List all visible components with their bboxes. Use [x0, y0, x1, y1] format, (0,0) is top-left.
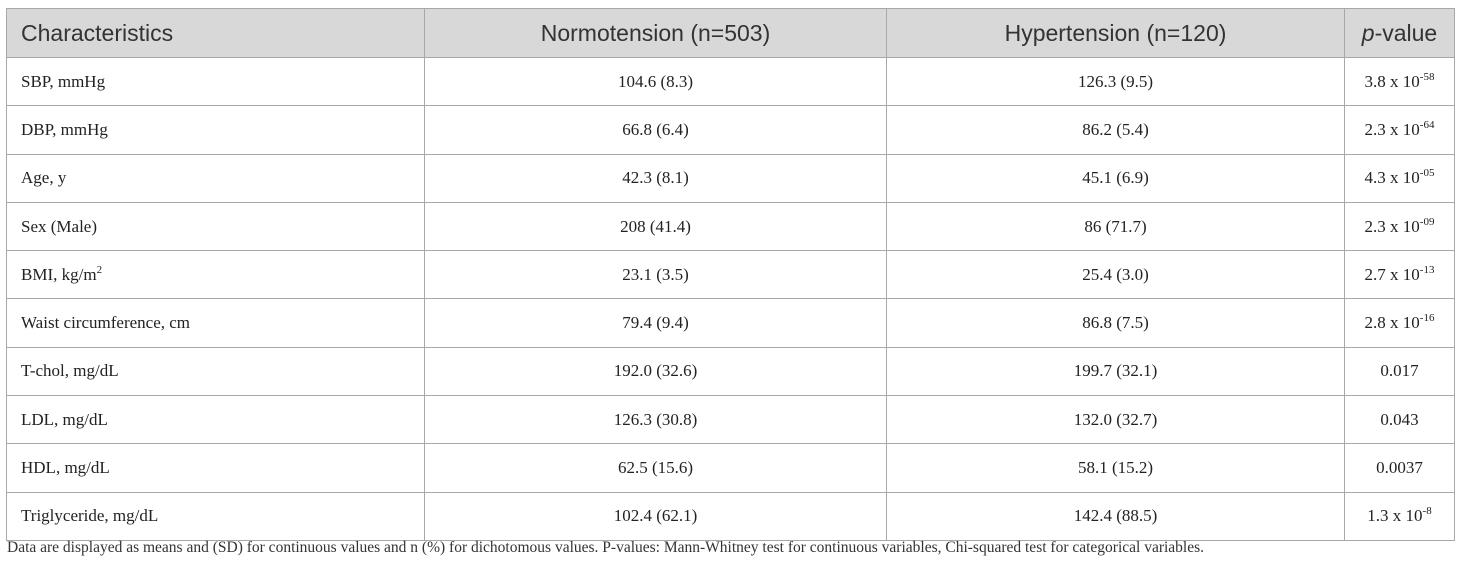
- p-value: 4.3 x 10-05: [1344, 153, 1455, 203]
- table-row: Triglyceride, mg/dL 102.4 (62.1) 142.4 (…: [6, 491, 1455, 541]
- normotension-value: 66.8 (6.4): [424, 105, 887, 155]
- p-value-base: 3.8 x 10: [1364, 71, 1420, 91]
- p-value: 0.043: [1344, 395, 1455, 445]
- table-row: HDL, mg/dL 62.5 (15.6) 58.1 (15.2) 0.003…: [6, 443, 1455, 493]
- table-row: Waist circumference, cm 79.4 (9.4) 86.8 …: [6, 298, 1455, 348]
- row-label-text: LDL, mg/dL: [21, 409, 108, 429]
- p-value: 1.3 x 10-8: [1344, 491, 1455, 541]
- characteristics-table: Characteristics Normotension (n=503) Hyp…: [6, 8, 1455, 541]
- p-value-base: 2.3 x 10: [1364, 216, 1420, 236]
- row-label: HDL, mg/dL: [6, 443, 425, 493]
- hypertension-value: 45.1 (6.9): [886, 153, 1345, 203]
- hypertension-value: 199.7 (32.1): [886, 346, 1345, 397]
- p-value-base: 4.3 x 10: [1364, 168, 1420, 188]
- row-label-text: DBP, mmHg: [21, 119, 108, 139]
- p-value-base: 2.8 x 10: [1364, 313, 1420, 333]
- row-label-text: T-chol, mg/dL: [21, 361, 119, 381]
- hypertension-value: 25.4 (3.0): [886, 250, 1345, 300]
- normotension-value: 42.3 (8.1): [424, 153, 887, 203]
- normotension-value: 208 (41.4): [424, 201, 887, 252]
- row-label-text: Sex (Male): [21, 216, 98, 236]
- row-label-text: Age, y: [21, 168, 67, 188]
- row-label-text: Triglyceride, mg/dL: [21, 506, 159, 526]
- p-value-exponent: -8: [1422, 505, 1432, 518]
- hypertension-value: 86.2 (5.4): [886, 105, 1345, 155]
- normotension-value: 79.4 (9.4): [424, 298, 887, 348]
- p-value: 3.8 x 10-58: [1344, 56, 1455, 107]
- header-normotension: Normotension (n=503): [424, 8, 887, 58]
- p-value-exponent: -16: [1419, 312, 1435, 325]
- normotension-value: 126.3 (30.8): [424, 395, 887, 445]
- p-value-exponent: -05: [1419, 167, 1435, 180]
- normotension-value: 23.1 (3.5): [424, 250, 887, 300]
- table-footnote: Data are displayed as means and (SD) for…: [7, 539, 1205, 556]
- p-value-base: 2.3 x 10: [1364, 119, 1420, 139]
- hypertension-value: 86 (71.7): [886, 201, 1345, 252]
- normotension-value: 104.6 (8.3): [424, 56, 887, 107]
- p-value: 0.017: [1344, 346, 1455, 397]
- normotension-value: 62.5 (15.6): [424, 443, 887, 493]
- hypertension-value: 142.4 (88.5): [886, 491, 1345, 541]
- row-label: Waist circumference, cm: [6, 298, 425, 348]
- p-value: 2.3 x 10-64: [1344, 105, 1455, 155]
- row-label: BMI, kg/m2: [6, 250, 425, 300]
- row-label-text: SBP, mmHg: [21, 71, 106, 91]
- header-pvalue-italic: p: [1361, 19, 1375, 46]
- row-label-superscript: 2: [96, 263, 103, 276]
- row-label: T-chol, mg/dL: [6, 346, 425, 397]
- p-value: 2.8 x 10-16: [1344, 298, 1455, 348]
- row-label: SBP, mmHg: [6, 56, 425, 107]
- header-characteristics: Characteristics: [6, 8, 425, 58]
- row-label: Sex (Male): [6, 201, 425, 252]
- table-row: LDL, mg/dL 126.3 (30.8) 132.0 (32.7) 0.0…: [6, 395, 1455, 445]
- header-pvalue-rest: -value: [1374, 19, 1438, 46]
- hypertension-value: 86.8 (7.5): [886, 298, 1345, 348]
- hypertension-value: 132.0 (32.7): [886, 395, 1345, 445]
- table-row: Sex (Male) 208 (41.4) 86 (71.7) 2.3 x 10…: [6, 201, 1455, 252]
- row-label: Age, y: [6, 153, 425, 203]
- p-value-exponent: -58: [1419, 70, 1435, 83]
- table-row: Age, y 42.3 (8.1) 45.1 (6.9) 4.3 x 10-05: [6, 153, 1455, 203]
- row-label-text: Waist circumference, cm: [21, 313, 191, 333]
- p-value-exponent: -64: [1419, 118, 1435, 131]
- row-label-text: HDL, mg/dL: [21, 458, 110, 478]
- row-label-text: BMI, kg/m: [21, 264, 97, 284]
- p-value: 2.3 x 10-09: [1344, 201, 1455, 252]
- normotension-value: 102.4 (62.1): [424, 491, 887, 541]
- p-value: 0.0037: [1344, 443, 1455, 493]
- row-label: DBP, mmHg: [6, 105, 425, 155]
- p-value-base: 2.7 x 10: [1364, 264, 1420, 284]
- row-label: Triglyceride, mg/dL: [6, 491, 425, 541]
- p-value: 2.7 x 10-13: [1344, 250, 1455, 300]
- p-value-exponent: -13: [1419, 263, 1435, 276]
- hypertension-value: 58.1 (15.2): [886, 443, 1345, 493]
- hypertension-value: 126.3 (9.5): [886, 56, 1345, 107]
- table-header-row: Characteristics Normotension (n=503) Hyp…: [6, 8, 1455, 58]
- normotension-value: 192.0 (32.6): [424, 346, 887, 397]
- table-row: SBP, mmHg 104.6 (8.3) 126.3 (9.5) 3.8 x …: [6, 56, 1455, 107]
- p-value-exponent: -09: [1419, 215, 1435, 228]
- header-pvalue: p-value: [1344, 8, 1455, 58]
- p-value-base: 1.3 x 10: [1367, 506, 1423, 526]
- row-label: LDL, mg/dL: [6, 395, 425, 445]
- header-hypertension: Hypertension (n=120): [886, 8, 1345, 58]
- table-row: BMI, kg/m2 23.1 (3.5) 25.4 (3.0) 2.7 x 1…: [6, 250, 1455, 300]
- table-row: T-chol, mg/dL 192.0 (32.6) 199.7 (32.1) …: [6, 346, 1455, 397]
- table-row: DBP, mmHg 66.8 (6.4) 86.2 (5.4) 2.3 x 10…: [6, 105, 1455, 155]
